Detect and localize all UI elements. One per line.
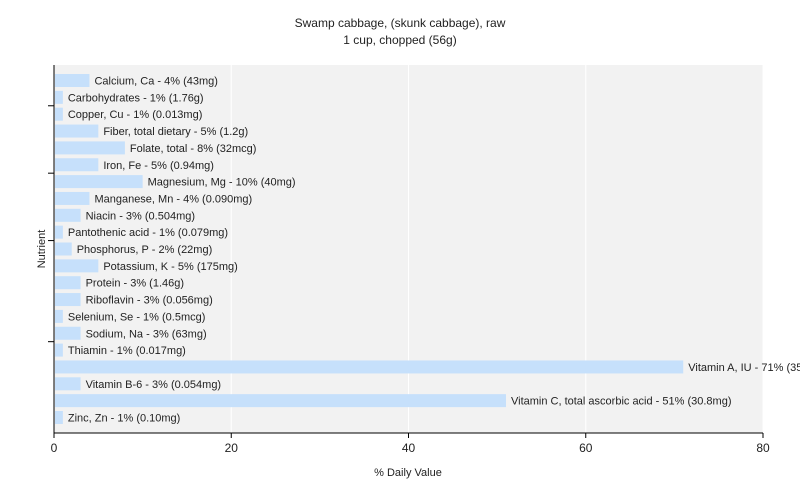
bar-label-10: Phosphorus, P - 2% (22mg) <box>77 244 213 256</box>
bar-15 <box>55 326 81 340</box>
bar-label-17: Vitamin A, IU - 71% (3528IU) <box>688 362 800 374</box>
axes-group: 0 20 40 60 80 <box>48 65 770 455</box>
y-axis-title: Nutrient <box>36 230 48 269</box>
bar-12 <box>55 276 81 290</box>
bar-label-11: Potassium, K - 5% (175mg) <box>103 261 238 273</box>
bar-5 <box>55 158 99 172</box>
bar-8 <box>55 208 81 222</box>
bar-label-15: Sodium, Na - 3% (63mg) <box>86 328 207 340</box>
bar-label-5: Iron, Fe - 5% (0.94mg) <box>103 160 214 172</box>
x-tick-label-80: 80 <box>756 441 770 455</box>
bar-14 <box>55 309 63 323</box>
bar-10 <box>55 242 72 256</box>
bar-11 <box>55 259 99 273</box>
chart-subtitle: 1 cup, chopped (56g) <box>343 33 456 47</box>
bar-label-1: Carbohydrates - 1% (1.76g) <box>68 92 204 104</box>
bar-19 <box>55 394 506 408</box>
x-tick-label-40: 40 <box>402 441 416 455</box>
bar-17 <box>55 360 684 374</box>
bar-label-7: Manganese, Mn - 4% (0.090mg) <box>94 193 252 205</box>
bar-label-19: Vitamin C, total ascorbic acid - 51% (30… <box>511 396 732 408</box>
bars-group: Calcium, Ca - 4% (43mg) Carbohydrates - 1… <box>55 74 800 425</box>
bar-13 <box>55 293 81 307</box>
x-tick-label-20: 20 <box>225 441 239 455</box>
bar-1 <box>55 90 63 104</box>
bar-label-20: Zinc, Zn - 1% (0.10mg) <box>68 413 180 425</box>
bar-label-4: Folate, total - 8% (32mcg) <box>130 143 257 155</box>
bar-label-3: Fiber, total dietary - 5% (1.2g) <box>103 126 248 138</box>
chart-title: Swamp cabbage, (skunk cabbage), raw <box>295 16 506 30</box>
bar-label-6: Magnesium, Mg - 10% (40mg) <box>148 177 296 189</box>
bar-label-14: Selenium, Se - 1% (0.5mcg) <box>68 311 206 323</box>
x-tick-label-60: 60 <box>579 441 593 455</box>
bar-20 <box>55 411 63 424</box>
bar-label-13: Riboflavin - 3% (0.056mg) <box>86 295 213 307</box>
bar-label-18: Vitamin B-6 - 3% (0.054mg) <box>86 379 222 391</box>
x-axis-title: % Daily Value <box>374 467 442 479</box>
x-tick-label-0: 0 <box>51 441 58 455</box>
bar-0 <box>55 74 90 87</box>
bar-9 <box>55 225 63 239</box>
bar-3 <box>55 124 99 138</box>
bar-2 <box>55 107 63 121</box>
bar-4 <box>55 141 125 155</box>
bar-label-9: Pantothenic acid - 1% (0.079mg) <box>68 227 228 239</box>
bar-18 <box>55 377 81 391</box>
bar-16 <box>55 343 63 357</box>
bar-label-8: Niacin - 3% (0.504mg) <box>86 210 195 222</box>
bar-label-16: Thiamin - 1% (0.017mg) <box>68 345 186 357</box>
bar-label-12: Protein - 3% (1.46g) <box>86 278 184 290</box>
bar-label-2: Copper, Cu - 1% (0.013mg) <box>68 109 203 121</box>
bar-6 <box>55 175 143 189</box>
bar-7 <box>55 191 90 205</box>
bar-label-0: Calcium, Ca - 4% (43mg) <box>94 76 217 88</box>
